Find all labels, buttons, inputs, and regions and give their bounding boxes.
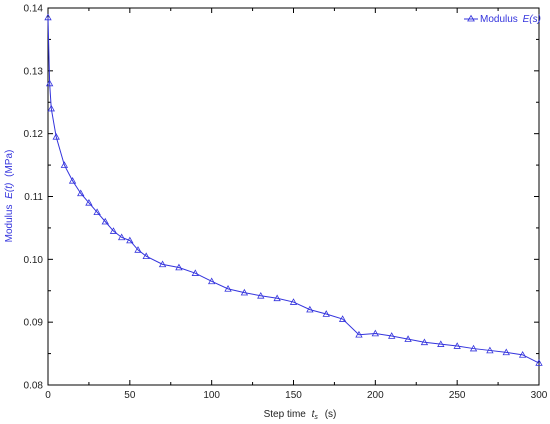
data-point-marker [126,236,134,244]
x-tick-label: 300 [531,390,548,401]
data-point-marker [289,298,298,305]
data-point-marker [60,161,69,168]
data-point-marker [47,104,55,112]
data-point-marker [109,227,118,234]
data-point-marker [322,310,330,317]
data-point-marker [404,335,412,342]
data-point-marker [518,351,527,358]
data-point-marker [469,344,478,352]
series-line [47,17,540,364]
data-point-marker [420,338,429,346]
y-axis-ticks: 0.08 0.09 0.10 0.11 0.12 0.13 0.14 [24,4,539,392]
y-tick-label: 0.11 [24,192,43,203]
data-point-marker [257,291,265,299]
legend-marker-icon [467,14,475,22]
y-axis-title-unit: (MPa) [4,150,15,177]
data-point-marker [85,198,93,206]
data-point-marker [306,305,314,313]
data-point-marker [371,329,380,337]
y-tick-label: 0.14 [24,4,44,15]
x-tick-label: 100 [203,390,220,401]
y-axis-title: Modulus E(t) (MPa) [4,150,15,243]
x-axis-title-label: Step time [264,409,307,420]
y-axis-title-label: Modulus [4,205,15,243]
legend-label: Modulus E(s) [480,14,541,25]
data-point-marker [101,217,109,225]
y-tick-label: 0.08 [24,381,44,392]
data-point-marker [388,332,396,339]
data-point-marker [45,79,54,87]
data-point-marker [437,340,445,347]
x-tick-label: 200 [367,390,384,401]
legend: Modulus E(s) [464,14,541,25]
data-point-marker [158,260,167,268]
x-axis-title-subscript: s [314,414,318,421]
data-point-marker [134,246,142,253]
legend-label-symbol: E(s) [523,14,541,25]
data-point-marker [175,263,183,271]
data-point-marker [273,294,281,302]
data-point-marker [338,315,347,322]
x-axis-title-unit: (s) [325,409,337,420]
data-point-marker [68,176,77,184]
data-point-marker [44,13,52,21]
data-point-marker [453,342,461,349]
data-point-marker [77,189,85,197]
x-axis-title-symbol: t [312,409,316,420]
data-point-marker [142,252,150,259]
x-axis-ticks: 0 50 100 150 200 250 300 [45,8,548,401]
plot-frame [47,7,540,386]
data-point-marker [52,132,60,140]
data-point-marker [240,288,249,296]
y-tick-label: 0.10 [24,255,44,266]
x-tick-label: 0 [45,390,51,401]
data-point-marker [93,208,101,216]
legend-label-text: Modulus [480,14,518,25]
data-point-marker [117,233,126,241]
data-point-marker [224,285,232,292]
data-point-marker [502,348,510,356]
y-tick-label: 0.09 [24,318,44,329]
x-tick-label: 150 [285,390,302,401]
x-axis-title: Step time ts (s) [264,409,337,422]
data-point-marker [486,346,494,354]
data-point-marker [191,269,199,276]
y-tick-label: 0.12 [24,129,44,140]
series-layer [44,13,543,366]
y-tick-label: 0.13 [24,66,44,77]
y-axis-title-symbol: E(t) [4,183,15,199]
data-point-marker [355,330,363,338]
data-point-marker [207,277,216,285]
data-point-marker [535,359,543,366]
x-tick-label: 250 [449,390,466,401]
x-tick-label: 50 [124,390,136,401]
